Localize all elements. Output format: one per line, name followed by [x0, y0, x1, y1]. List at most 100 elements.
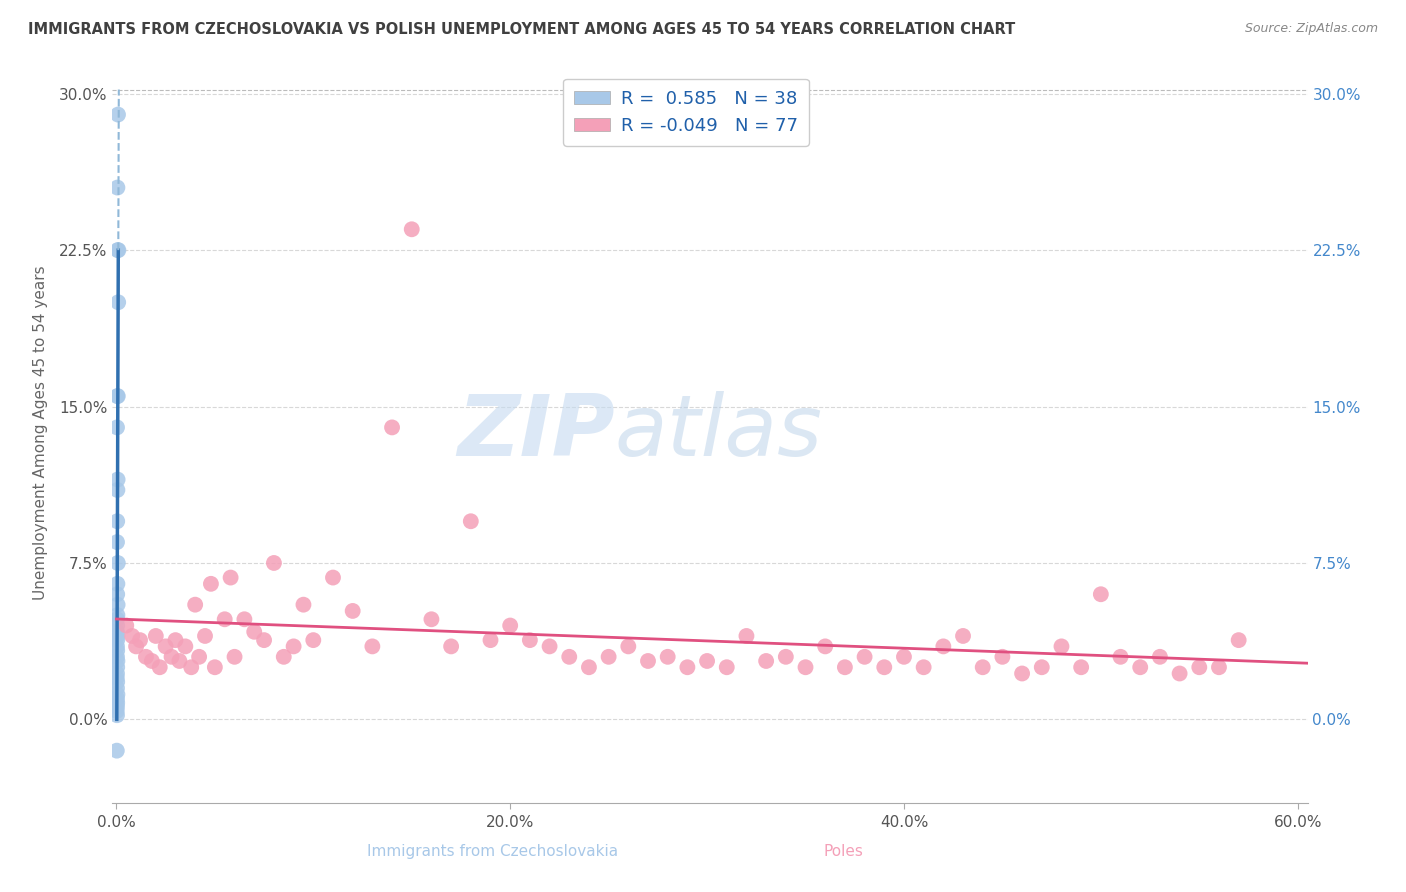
Point — [105, 681, 128, 695]
Point — [1168, 666, 1191, 681]
Point — [107, 243, 129, 257]
Point — [204, 660, 226, 674]
Text: Immigrants from Czechoslovakia: Immigrants from Czechoslovakia — [367, 845, 617, 859]
Point — [105, 618, 128, 632]
Point — [292, 598, 315, 612]
Point — [912, 660, 935, 674]
Point — [243, 624, 266, 639]
Point — [224, 649, 246, 664]
Point — [853, 649, 876, 664]
Point — [1227, 633, 1250, 648]
Point — [107, 473, 129, 487]
Point — [1070, 660, 1092, 674]
Point — [381, 420, 404, 434]
Point — [105, 691, 128, 706]
Point — [1031, 660, 1053, 674]
Point — [200, 577, 222, 591]
Point — [302, 633, 325, 648]
Text: atlas: atlas — [614, 391, 823, 475]
Point — [1208, 660, 1230, 674]
Point — [755, 654, 778, 668]
Text: ZIP: ZIP — [457, 391, 614, 475]
Point — [149, 660, 172, 674]
Point — [105, 666, 128, 681]
Point — [401, 222, 423, 236]
Point — [107, 598, 129, 612]
Point — [105, 660, 128, 674]
Point — [105, 640, 128, 654]
Point — [657, 649, 679, 664]
Point — [105, 708, 128, 723]
Point — [558, 649, 581, 664]
Point — [1149, 649, 1171, 664]
Point — [1188, 660, 1211, 674]
Point — [972, 660, 994, 674]
Point — [834, 660, 856, 674]
Point — [107, 608, 129, 623]
Point — [1050, 640, 1073, 654]
Text: Source: ZipAtlas.com: Source: ZipAtlas.com — [1244, 22, 1378, 36]
Point — [932, 640, 955, 654]
Point — [160, 649, 183, 664]
Point — [184, 598, 207, 612]
Point — [105, 420, 128, 434]
Point — [155, 640, 177, 654]
Point — [1129, 660, 1152, 674]
Point — [578, 660, 600, 674]
Point — [440, 640, 463, 654]
Text: Poles: Poles — [824, 845, 863, 859]
Point — [893, 649, 915, 664]
Point — [361, 640, 384, 654]
Point — [814, 640, 837, 654]
Point — [794, 660, 817, 674]
Point — [105, 612, 128, 626]
Point — [538, 640, 561, 654]
Point — [420, 612, 443, 626]
Point — [676, 660, 699, 674]
Point — [107, 483, 129, 497]
Point — [105, 649, 128, 664]
Point — [165, 633, 187, 648]
Point — [273, 649, 295, 664]
Point — [105, 389, 128, 403]
Point — [253, 633, 276, 648]
Point — [105, 643, 128, 657]
Point — [637, 654, 659, 668]
Point — [479, 633, 502, 648]
Point — [952, 629, 974, 643]
Point — [125, 640, 148, 654]
Point — [105, 744, 128, 758]
Point — [219, 570, 242, 584]
Point — [499, 618, 522, 632]
Point — [105, 674, 128, 689]
Point — [174, 640, 197, 654]
Point — [194, 629, 217, 643]
Point — [105, 704, 128, 718]
Point — [180, 660, 202, 674]
Point — [169, 654, 191, 668]
Point — [107, 629, 129, 643]
Point — [107, 654, 129, 668]
Point — [121, 629, 143, 643]
Point — [105, 633, 128, 648]
Point — [107, 556, 129, 570]
Point — [107, 687, 129, 701]
Point — [233, 612, 256, 626]
Point — [105, 587, 128, 601]
Point — [105, 696, 128, 710]
Point — [107, 577, 129, 591]
Point — [1109, 649, 1132, 664]
Point — [107, 107, 129, 121]
Point — [1011, 666, 1033, 681]
Point — [135, 649, 157, 664]
Point — [105, 699, 128, 714]
Point — [107, 295, 129, 310]
Point — [873, 660, 896, 674]
Point — [775, 649, 797, 664]
Point — [214, 612, 236, 626]
Point — [696, 654, 718, 668]
Point — [107, 243, 129, 257]
Point — [716, 660, 738, 674]
Point — [188, 649, 211, 664]
Point — [263, 556, 285, 570]
